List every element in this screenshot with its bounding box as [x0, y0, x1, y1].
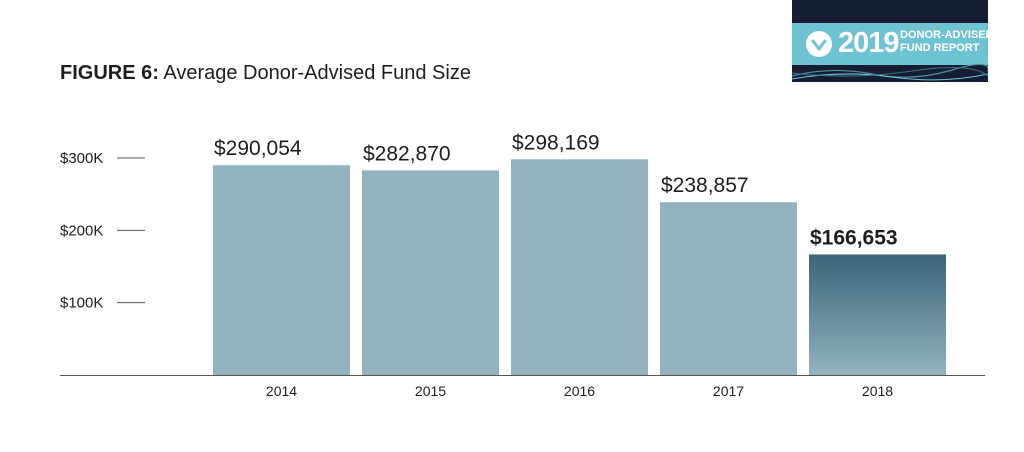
bar-2015	[362, 170, 499, 375]
x-tick-label: 2018	[862, 383, 893, 399]
report-logo: 2019 DONOR-ADVISED FUND REPORT	[792, 0, 988, 82]
x-tick-label: 2015	[415, 383, 446, 399]
logo-line-1: DONOR-ADVISED	[900, 29, 988, 41]
y-tick-label: $200K	[60, 222, 103, 239]
data-labels: $290,054 $282,870 $298,169 $238,857 $166,653	[214, 131, 898, 249]
data-label-2015: $282,870	[363, 142, 451, 165]
bar-2016	[511, 159, 648, 375]
data-label-2017: $238,857	[661, 174, 749, 197]
logo-year: 2019	[838, 27, 900, 59]
check-circle-icon	[806, 31, 832, 57]
bar-2017	[660, 202, 797, 375]
x-axis: 2014 2015 2016 2017 2018	[60, 375, 985, 399]
x-tick-label: 2017	[713, 383, 744, 399]
y-axis: $100K $200K $300K	[60, 150, 145, 312]
logo-subtitle: DONOR-ADVISED FUND REPORT	[900, 29, 988, 55]
bar-2014	[213, 165, 350, 375]
data-label-2018: $166,653	[810, 226, 898, 249]
y-tick-label: $100K	[60, 295, 103, 312]
x-tick-label: 2016	[564, 383, 595, 399]
chart-title: FIGURE 6: Average Donor-Advised Fund Siz…	[60, 62, 471, 85]
x-tick-label: 2014	[266, 383, 297, 399]
bar-2018	[809, 254, 946, 375]
data-label-2016: $298,169	[512, 131, 600, 154]
figure-label: FIGURE 6:	[60, 62, 159, 84]
figure-title: Average Donor-Advised Fund Size	[163, 62, 471, 84]
y-tick-label: $300K	[60, 150, 103, 167]
bars	[213, 159, 946, 375]
logo-line-2: FUND REPORT	[900, 42, 980, 54]
data-label-2014: $290,054	[214, 137, 302, 160]
logo-wave-pattern	[792, 63, 988, 81]
